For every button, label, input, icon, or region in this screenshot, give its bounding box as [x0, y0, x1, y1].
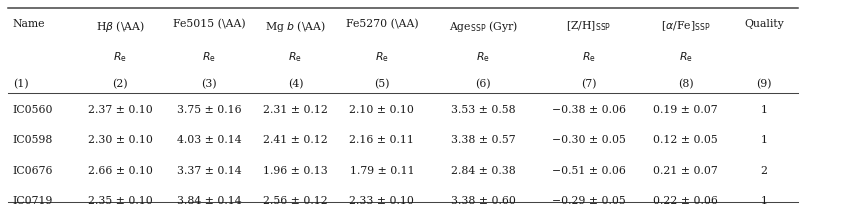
Text: 2.41 ± 0.12: 2.41 ± 0.12 [263, 135, 327, 146]
Text: Fe5015 (\AA): Fe5015 (\AA) [172, 19, 246, 29]
Text: (4): (4) [288, 79, 303, 89]
Text: 1: 1 [760, 135, 767, 146]
Text: $R_{\rm e}$: $R_{\rm e}$ [289, 50, 302, 64]
Text: $R_{\rm e}$: $R_{\rm e}$ [202, 50, 216, 64]
Text: 2.56 ± 0.12: 2.56 ± 0.12 [263, 196, 327, 206]
Text: (3): (3) [201, 79, 217, 89]
Text: 0.21 ± 0.07: 0.21 ± 0.07 [653, 166, 718, 176]
Text: IC0598: IC0598 [13, 135, 53, 146]
Text: 2: 2 [760, 166, 767, 176]
Text: 3.53 ± 0.58: 3.53 ± 0.58 [451, 105, 516, 115]
Text: −0.51 ± 0.06: −0.51 ± 0.06 [552, 166, 625, 176]
Text: 2.35 ± 0.10: 2.35 ± 0.10 [88, 196, 153, 206]
Text: 2.37 ± 0.10: 2.37 ± 0.10 [88, 105, 153, 115]
Text: $R_{\rm e}$: $R_{\rm e}$ [476, 50, 490, 64]
Text: 2.84 ± 0.38: 2.84 ± 0.38 [451, 166, 516, 176]
Text: 0.12 ± 0.05: 0.12 ± 0.05 [653, 135, 718, 146]
Text: 1.79 ± 0.11: 1.79 ± 0.11 [349, 166, 414, 176]
Text: Name: Name [13, 19, 46, 29]
Text: 2.31 ± 0.12: 2.31 ± 0.12 [263, 105, 327, 115]
Text: (2): (2) [112, 79, 128, 89]
Text: (6): (6) [475, 79, 491, 89]
Text: IC0719: IC0719 [13, 196, 53, 206]
Text: 0.22 ± 0.06: 0.22 ± 0.06 [653, 196, 718, 206]
Text: [$\alpha$/Fe]$_{\rm SSP}$: [$\alpha$/Fe]$_{\rm SSP}$ [661, 19, 711, 33]
Text: Age$_{\rm SSP}$ (Gyr): Age$_{\rm SSP}$ (Gyr) [449, 19, 517, 34]
Text: [Z/H]$_{\rm SSP}$: [Z/H]$_{\rm SSP}$ [566, 19, 611, 33]
Text: IC0676: IC0676 [13, 166, 53, 176]
Text: $R_{\rm e}$: $R_{\rm e}$ [375, 50, 389, 64]
Text: $R_{\rm e}$: $R_{\rm e}$ [679, 50, 693, 64]
Text: 3.37 ± 0.14: 3.37 ± 0.14 [176, 166, 241, 176]
Text: −0.30 ± 0.05: −0.30 ± 0.05 [552, 135, 625, 146]
Text: 2.16 ± 0.11: 2.16 ± 0.11 [349, 135, 414, 146]
Text: IC0560: IC0560 [13, 105, 53, 115]
Text: (8): (8) [678, 79, 694, 89]
Text: Fe5270 (\AA): Fe5270 (\AA) [345, 19, 419, 29]
Text: 2.30 ± 0.10: 2.30 ± 0.10 [88, 135, 153, 146]
Text: 2.33 ± 0.10: 2.33 ± 0.10 [349, 196, 414, 206]
Text: (1): (1) [13, 79, 29, 89]
Text: 4.03 ± 0.14: 4.03 ± 0.14 [176, 135, 241, 146]
Text: 1: 1 [760, 105, 767, 115]
Text: 0.19 ± 0.07: 0.19 ± 0.07 [653, 105, 718, 115]
Text: 2.66 ± 0.10: 2.66 ± 0.10 [88, 166, 153, 176]
Text: $R_{\rm e}$: $R_{\rm e}$ [113, 50, 127, 64]
Text: 3.38 ± 0.60: 3.38 ± 0.60 [451, 196, 516, 206]
Text: −0.29 ± 0.05: −0.29 ± 0.05 [552, 196, 625, 206]
Text: (9): (9) [756, 79, 771, 89]
Text: −0.38 ± 0.06: −0.38 ± 0.06 [552, 105, 625, 115]
Text: 3.84 ± 0.14: 3.84 ± 0.14 [176, 196, 241, 206]
Text: 2.10 ± 0.10: 2.10 ± 0.10 [349, 105, 414, 115]
Text: (5): (5) [374, 79, 390, 89]
Text: 3.75 ± 0.16: 3.75 ± 0.16 [176, 105, 241, 115]
Text: H$\beta$ (\AA): H$\beta$ (\AA) [96, 19, 144, 34]
Text: 3.38 ± 0.57: 3.38 ± 0.57 [451, 135, 516, 146]
Text: (7): (7) [581, 79, 597, 89]
Text: 1: 1 [760, 196, 767, 206]
Text: 1.96 ± 0.13: 1.96 ± 0.13 [263, 166, 327, 176]
Text: Quality: Quality [744, 19, 784, 29]
Text: $R_{\rm e}$: $R_{\rm e}$ [582, 50, 596, 64]
Text: Mg $b$ (\AA): Mg $b$ (\AA) [265, 19, 326, 34]
